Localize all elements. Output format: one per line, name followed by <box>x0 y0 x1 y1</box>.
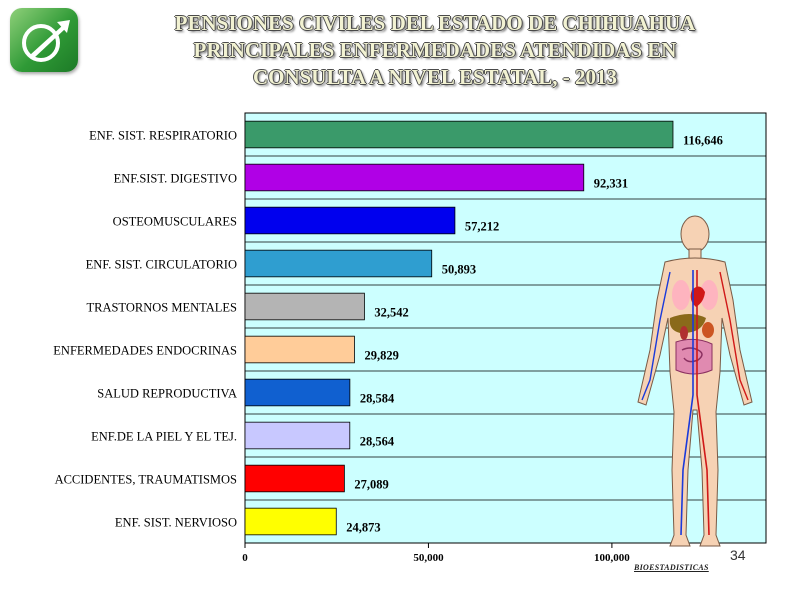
human-anatomy-figure-icon <box>637 215 753 547</box>
value-label: 29,829 <box>364 349 398 363</box>
title-line-3: CONSULTA A NIVEL ESTATAL, - 2013 <box>252 65 618 89</box>
title-line-1: PENSIONES CIVILES DEL ESTADO DE CHIHUAHU… <box>174 11 696 35</box>
x-axis: 0 50,000 100,000 <box>242 543 630 564</box>
bar <box>244 206 456 235</box>
category-label: ENF.DE LA PIEL Y EL TEJ. <box>91 430 237 444</box>
page-number: 34 <box>730 547 746 563</box>
category-label: ENFERMEDADES ENDOCRINAS <box>53 344 237 358</box>
value-label: 24,873 <box>346 521 380 535</box>
value-labels: 116,646 92,331 57,212 50,893 32,542 29,829 28,… <box>346 134 723 535</box>
bar <box>244 378 351 407</box>
value-label: 92,331 <box>594 177 628 191</box>
slide-title: PENSIONES CIVILES DEL ESTADO DE CHIHUAHU… <box>90 10 780 91</box>
category-label: ENF. SIST. CIRCULATORIO <box>86 258 237 272</box>
category-label: ENF. SIST. RESPIRATORIO <box>89 129 237 143</box>
value-label: 50,893 <box>442 263 476 277</box>
bar <box>244 163 585 192</box>
category-label: TRASTORNOS MENTALES <box>86 301 237 315</box>
bar <box>244 120 674 149</box>
value-label: 57,212 <box>465 220 499 234</box>
title-line-2: PRINCIPALES ENFERMEDADES ATENDIDAS EN <box>193 38 677 62</box>
value-label: 28,564 <box>360 435 395 449</box>
category-label: ENF. SIST. NERVIOSO <box>115 516 237 530</box>
bar <box>244 421 351 450</box>
x-tick-label: 100,000 <box>594 552 630 564</box>
bar <box>244 249 433 278</box>
value-label: 32,542 <box>374 306 408 320</box>
category-label: ACCIDENTES, TRAUMATISMOS <box>55 473 237 487</box>
x-tick-label: 0 <box>242 552 248 564</box>
bars <box>244 120 674 536</box>
category-labels: ENF. SIST. RESPIRATORIO ENF.SIST. DIGESTI… <box>53 129 237 530</box>
bar <box>244 464 345 493</box>
pensiones-civiles-logo-icon <box>10 8 78 72</box>
category-label: OSTEOMUSCULARES <box>113 215 237 229</box>
footer-source: BIOESTADISTICAS <box>634 563 709 572</box>
bar <box>244 292 365 321</box>
bar <box>244 335 355 364</box>
x-tick-label: 50,000 <box>413 552 444 564</box>
value-label: 27,089 <box>354 478 388 492</box>
category-label: SALUD REPRODUCTIVA <box>97 387 237 401</box>
category-label: ENF.SIST. DIGESTIVO <box>114 172 237 186</box>
bar <box>244 507 337 536</box>
value-label: 116,646 <box>683 134 723 148</box>
value-label: 28,584 <box>360 392 395 406</box>
